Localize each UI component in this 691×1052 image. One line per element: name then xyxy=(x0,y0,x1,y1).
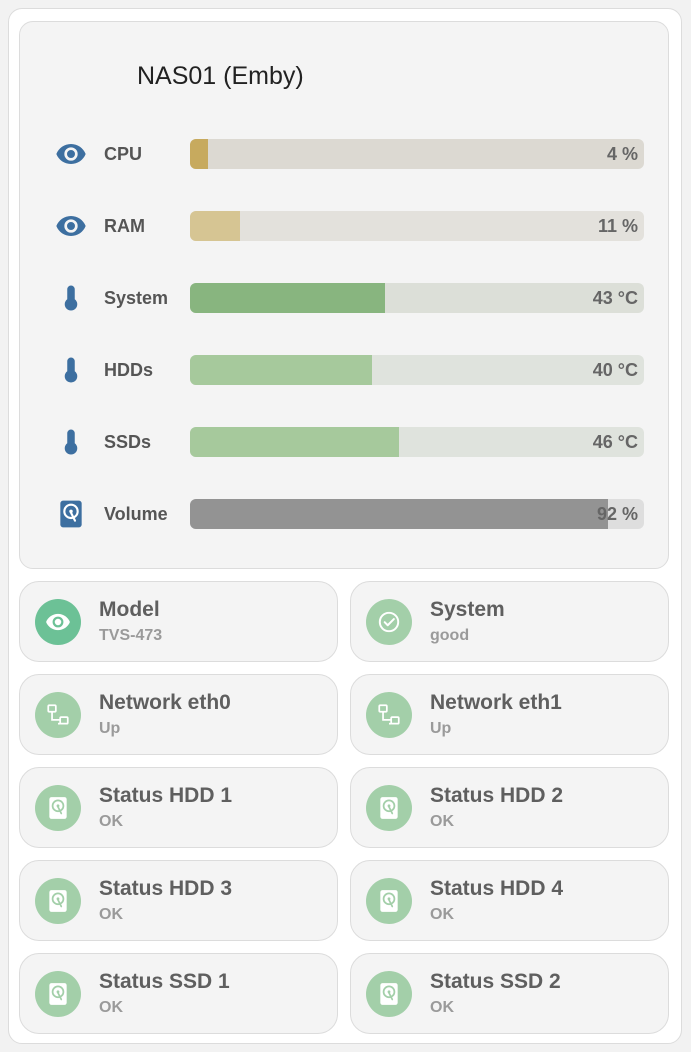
tile-state: OK xyxy=(99,813,123,830)
harddisk-icon xyxy=(35,878,81,924)
tile-status-hdd-3[interactable]: Status HDD 3 OK xyxy=(19,860,338,941)
bar-row-ssds-temp[interactable]: SSDs 46 °C xyxy=(20,427,670,457)
tile-network-eth1[interactable]: Network eth1 Up xyxy=(350,674,669,755)
tile-status-hdd-1[interactable]: Status HDD 1 OK xyxy=(19,767,338,848)
tile-state: OK xyxy=(430,813,454,830)
tile-state: Up xyxy=(99,720,121,737)
tile-state: OK xyxy=(430,906,454,923)
tile-status-hdd-2[interactable]: Status HDD 2 OK xyxy=(350,767,669,848)
bar-fill xyxy=(190,283,386,313)
nas-card: NAS01 (Emby) CPU 4 % RAM 11 % System 43 … xyxy=(19,21,669,569)
bar-label: System xyxy=(104,288,169,308)
tile-state: good xyxy=(430,627,470,644)
bar-row-volume[interactable]: Volume 92 % xyxy=(20,499,670,529)
tile-state: Up xyxy=(430,720,452,737)
bar-track: 11 % xyxy=(190,211,644,241)
tile-name: Status HDD 4 xyxy=(430,877,564,900)
bar-label: CPU xyxy=(104,144,143,164)
thermometer-icon xyxy=(54,427,88,457)
eye-icon xyxy=(54,211,88,241)
tile-status-ssd-1[interactable]: Status SSD 1 OK xyxy=(19,953,338,1034)
bar-row-hdds-temp[interactable]: HDDs 40 °C xyxy=(20,355,670,385)
bar-row-system-temp[interactable]: System 43 °C xyxy=(20,283,670,313)
tile-name: Status HDD 3 xyxy=(99,877,233,900)
tile-status-hdd-4[interactable]: Status HDD 4 OK xyxy=(350,860,669,941)
network-icon xyxy=(366,692,412,738)
tile-system[interactable]: System good xyxy=(350,581,669,662)
bar-fill xyxy=(190,211,240,241)
tile-name: Status SSD 2 xyxy=(430,970,561,993)
bar-label: SSDs xyxy=(104,432,152,452)
harddisk-icon xyxy=(366,971,412,1017)
bar-track: 46 °C xyxy=(190,427,644,457)
bar-fill xyxy=(190,355,372,385)
bar-row-cpu[interactable]: CPU 4 % xyxy=(20,139,670,169)
tile-network-eth0[interactable]: Network eth0 Up xyxy=(19,674,338,755)
bar-track: 43 °C xyxy=(190,283,644,313)
bar-fill xyxy=(190,499,608,529)
thermometer-icon xyxy=(54,283,88,313)
bar-value: 43 °C xyxy=(592,288,638,308)
harddisk-icon xyxy=(366,878,412,924)
bar-fill xyxy=(190,139,209,169)
tile-state: TVS-473 xyxy=(99,627,163,644)
bar-value: 40 °C xyxy=(592,360,638,380)
tile-model[interactable]: Model TVS-473 xyxy=(19,581,338,662)
bar-value: 92 % xyxy=(596,504,638,524)
eye-icon xyxy=(54,139,88,169)
harddisk-icon xyxy=(35,785,81,831)
tile-name: Status SSD 1 xyxy=(99,970,230,993)
harddisk-icon xyxy=(54,499,88,529)
tile-name: Status HDD 2 xyxy=(430,784,564,807)
tile-status-ssd-2[interactable]: Status SSD 2 OK xyxy=(350,953,669,1034)
bar-value: 4 % xyxy=(606,144,638,164)
tile-name: Model xyxy=(99,598,160,621)
bar-value: 46 °C xyxy=(592,432,638,452)
bar-track: 4 % xyxy=(190,139,644,169)
bar-label: Volume xyxy=(104,504,168,524)
bar-label: HDDs xyxy=(104,360,154,380)
bar-track: 40 °C xyxy=(190,355,644,385)
thermometer-icon xyxy=(54,355,88,385)
harddisk-icon xyxy=(35,971,81,1017)
bar-row-ram[interactable]: RAM 11 % xyxy=(20,211,670,241)
tile-name: System xyxy=(430,598,505,621)
bar-track: 92 % xyxy=(190,499,644,529)
check-circle-icon xyxy=(366,599,412,645)
bar-label: RAM xyxy=(104,216,145,236)
card-title: NAS01 (Emby) xyxy=(137,62,304,90)
network-icon xyxy=(35,692,81,738)
harddisk-icon xyxy=(366,785,412,831)
eye-icon xyxy=(35,599,81,645)
tile-name: Status HDD 1 xyxy=(99,784,233,807)
tile-state: OK xyxy=(99,999,123,1016)
bar-value: 11 % xyxy=(597,216,638,236)
tile-name: Network eth0 xyxy=(99,691,231,714)
tile-state: OK xyxy=(430,999,454,1016)
bar-fill xyxy=(190,427,399,457)
tile-state: OK xyxy=(99,906,123,923)
tile-name: Network eth1 xyxy=(430,691,562,714)
